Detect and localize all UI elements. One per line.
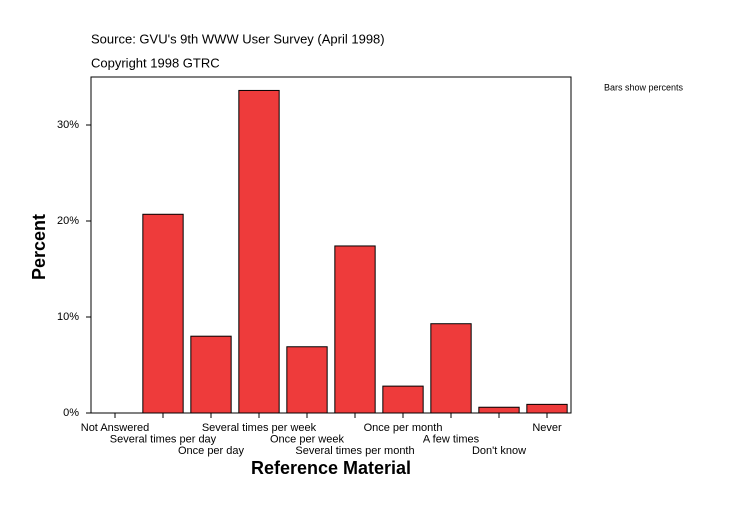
y-tick-label: 30% — [57, 119, 79, 131]
chart-subtitle: Copyright 1998 GTRC — [91, 55, 220, 70]
x-tick-label: Once per month — [364, 422, 443, 434]
bar — [526, 403, 568, 414]
x-tick-label: Once per day — [178, 445, 245, 457]
bar — [238, 89, 280, 414]
bar — [286, 346, 328, 414]
x-tick-label: Once per week — [270, 433, 344, 445]
y-tick-label: 10% — [57, 311, 79, 323]
y-tick-label: 0% — [63, 407, 79, 419]
x-tick-label: Several times per day — [110, 433, 217, 445]
x-tick-label: Not Answered — [81, 422, 149, 434]
x-tick-label: Never — [532, 422, 562, 434]
bar — [382, 385, 424, 414]
y-axis-title: Percent — [29, 214, 49, 280]
x-tick-label: Don't know — [472, 445, 526, 457]
annotation: Bars show percents — [604, 82, 684, 92]
bar — [334, 245, 376, 414]
x-tick-label: Several times per week — [202, 422, 317, 434]
x-tick-label: A few times — [423, 433, 480, 445]
y-tick-label: 20% — [57, 215, 79, 227]
bar — [142, 213, 184, 414]
bar — [478, 406, 520, 414]
chart-title: Source: GVU's 9th WWW User Survey (April… — [91, 31, 385, 46]
bar — [190, 335, 232, 414]
x-axis-title: Reference Material — [251, 458, 411, 478]
bar — [430, 323, 472, 414]
x-tick-label: Several times per month — [295, 445, 414, 457]
